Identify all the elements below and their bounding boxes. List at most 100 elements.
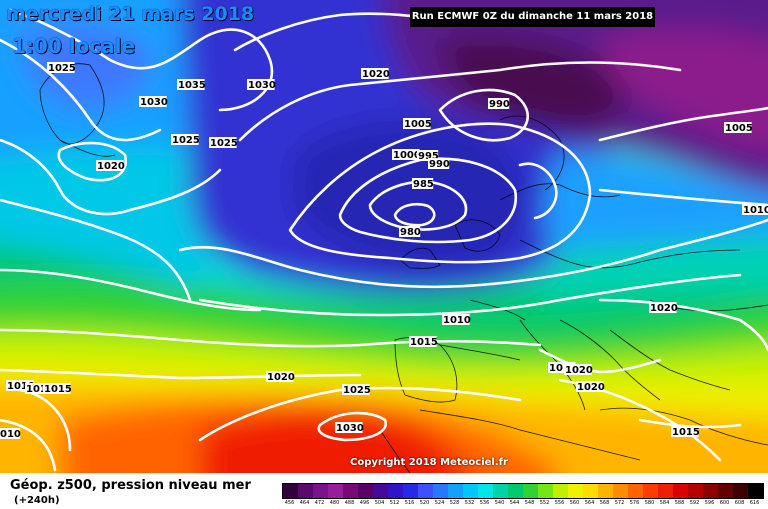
isobar-label-background xyxy=(392,149,420,160)
isobar-label-background xyxy=(6,380,34,391)
copyright-text: Copyright 2018 Meteociel.fr xyxy=(350,457,508,468)
isobar-label: 1030 xyxy=(140,97,168,108)
color-scale-label: 616 xyxy=(749,500,760,506)
isobar-label-background xyxy=(342,384,370,395)
color-scale-labels: 456 464 472 480 488 496 504 512 516 520 524 528 532 5… xyxy=(282,500,762,506)
color-scale-label: 516 xyxy=(404,500,415,506)
color-scale-swatch xyxy=(733,484,748,498)
color-scale-label: 524 xyxy=(434,500,445,506)
color-scale-swatch xyxy=(583,484,598,498)
color-scale-label: 548 xyxy=(524,500,535,506)
color-scale-label: 528 xyxy=(449,500,460,506)
isobar-label-background xyxy=(742,204,768,215)
color-scale-swatch xyxy=(388,484,403,498)
color-scale-swatch xyxy=(418,484,433,498)
isobar-label-background xyxy=(671,426,699,437)
color-scale-swatch xyxy=(448,484,463,498)
color-scale-label: 552 xyxy=(539,500,550,506)
isobar-label: 1000 xyxy=(393,150,421,161)
isobar-label-background xyxy=(177,79,205,90)
isobar-label: 1015 xyxy=(26,384,54,395)
isobar-label: 1005 xyxy=(725,123,753,134)
color-scale-label: 472 xyxy=(314,500,325,506)
color-scale-label: 480 xyxy=(329,500,340,506)
isobar-label-background xyxy=(548,362,576,373)
coastlines xyxy=(39,63,768,473)
isobar-label: 990 xyxy=(489,99,510,110)
isobar-label: 990 xyxy=(429,159,450,170)
color-scale-swatch xyxy=(283,484,298,498)
isobar-label: 1020 xyxy=(267,372,295,383)
isobar-label: 1015 xyxy=(44,384,72,395)
color-scale-label: 520 xyxy=(419,500,430,506)
color-scale-swatch xyxy=(538,484,553,498)
legend-subtitle: (+240h) xyxy=(14,495,60,506)
color-scale-label: 576 xyxy=(629,500,640,506)
color-scale-swatch xyxy=(598,484,613,498)
isobar-label: 995 xyxy=(418,151,439,162)
color-scale-label: 536 xyxy=(479,500,490,506)
color-scale-label: 580 xyxy=(644,500,655,506)
color-scale-label: 464 xyxy=(299,500,310,506)
isobar-label-background xyxy=(428,158,450,169)
isobar-label: 1010 xyxy=(743,205,768,216)
isobar-label: 1005 xyxy=(404,119,432,130)
isobar-label: 1035 xyxy=(178,80,206,91)
isobar-labels: 1025 1035 1030 1030 1025 1025 1020 1020 1005 990 1… xyxy=(0,62,768,440)
isobar-label-background xyxy=(209,137,237,148)
forecast-date-title: mercredi 21 mars 2018 xyxy=(6,3,255,25)
color-scale-label: 572 xyxy=(614,500,625,506)
isobar-label: 1025 xyxy=(172,135,200,146)
isobar-label: 1030 xyxy=(248,80,276,91)
isobar-label-background xyxy=(266,371,294,382)
isobar-label: 010 xyxy=(0,429,21,440)
isobar-label-background xyxy=(361,68,389,79)
legend-title: Géop. z500, pression niveau mer xyxy=(10,478,251,493)
color-scale-swatch xyxy=(463,484,478,498)
isobar-label: 1015 xyxy=(549,363,577,374)
isobar-label-background xyxy=(417,150,439,161)
color-scale-swatch xyxy=(358,484,373,498)
isobar-label-background xyxy=(412,178,434,189)
isobar-label: 1020 xyxy=(97,161,125,172)
color-scale-label: 504 xyxy=(374,500,385,506)
isobar-label-background xyxy=(399,226,421,237)
forecast-time-title: 1:00 locale xyxy=(12,34,136,58)
color-scale-label: 592 xyxy=(689,500,700,506)
isobar-label-background xyxy=(25,383,53,394)
color-scale-swatch xyxy=(673,484,688,498)
color-scale-swatch xyxy=(658,484,673,498)
isobar-label-background xyxy=(171,134,199,145)
color-scale-swatch xyxy=(403,484,418,498)
isobar-label: 1015 xyxy=(672,427,700,438)
color-scale-label: 456 xyxy=(284,500,295,506)
color-scale-swatch xyxy=(343,484,358,498)
isobar-label: 1020 xyxy=(362,69,390,80)
color-scale-swatch xyxy=(568,484,583,498)
geopotential-map: 1025 1035 1030 1030 1025 1025 1020 1020 1005 990 1… xyxy=(0,0,768,473)
color-scale-swatch xyxy=(493,484,508,498)
color-scale-label: 584 xyxy=(659,500,670,506)
isobar-label: 1020 xyxy=(577,382,605,393)
legend-bar: Géop. z500, pression niveau mer (+240h) … xyxy=(0,473,768,509)
isobar-label-background xyxy=(442,314,470,325)
isobar-label-background xyxy=(409,336,437,347)
color-scale-swatch xyxy=(328,484,343,498)
color-scale-swatch xyxy=(373,484,388,498)
color-scale-swatch xyxy=(613,484,628,498)
color-scale-label: 588 xyxy=(674,500,685,506)
isobar-label: 1025 xyxy=(343,385,371,396)
isobar-label-background xyxy=(0,428,21,439)
color-scale-swatch xyxy=(628,484,643,498)
color-scale-label: 556 xyxy=(554,500,565,506)
isobar-label-background xyxy=(649,302,677,313)
isobar-label-background xyxy=(43,383,71,394)
color-scale xyxy=(282,483,764,499)
color-scale-swatch xyxy=(703,484,718,498)
isobar-label-background xyxy=(96,160,124,171)
color-scale-swatch xyxy=(718,484,733,498)
color-scale-label: 488 xyxy=(344,500,355,506)
color-scale-label: 568 xyxy=(599,500,610,506)
color-scale-label: 496 xyxy=(359,500,370,506)
